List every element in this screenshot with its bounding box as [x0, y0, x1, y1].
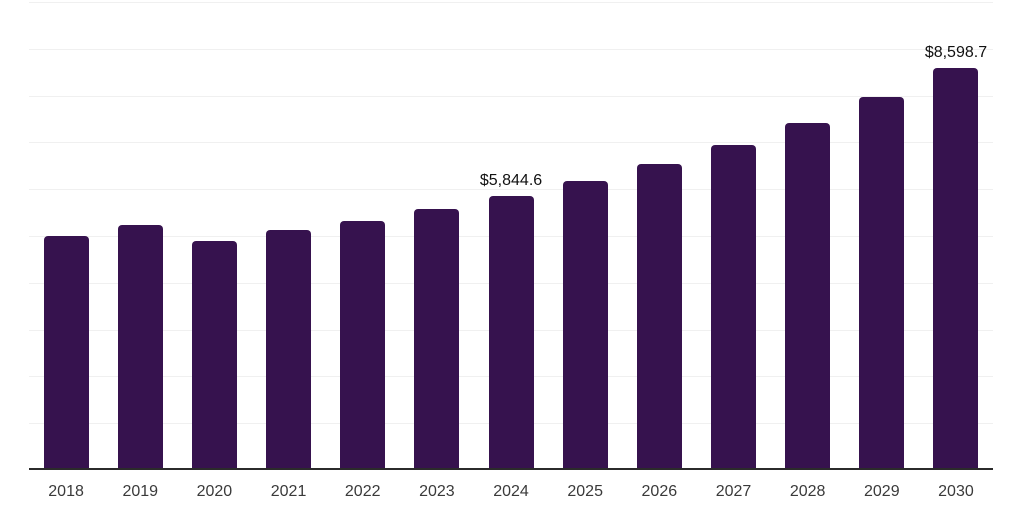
x-axis-line — [29, 468, 993, 470]
x-tick-label-2027: 2027 — [715, 483, 752, 500]
bar-slot-2020 — [177, 2, 251, 470]
bars-row: $5,844.6 $8,598.7 — [29, 2, 993, 470]
x-tick-label-2021: 2021 — [270, 483, 307, 500]
gridline — [29, 2, 993, 3]
bar-2029 — [859, 97, 905, 470]
x-tick-label-2019: 2019 — [122, 483, 159, 500]
bar-slot-2021 — [251, 2, 325, 470]
bar-2025 — [562, 181, 608, 470]
bar-slot-2026 — [622, 2, 696, 470]
bar-slot-2027 — [696, 2, 770, 470]
x-tick-label-2026: 2026 — [641, 483, 678, 500]
bar-slot-2018 — [29, 2, 103, 470]
bar-slot-2019 — [103, 2, 177, 470]
bar-2022 — [340, 221, 386, 470]
bar-2026 — [636, 164, 682, 470]
bar-2019 — [117, 225, 163, 470]
bar-2030 — [933, 67, 979, 470]
gridline — [29, 142, 993, 144]
x-tick-label-2030: 2030 — [938, 483, 974, 500]
x-tick-label-2023: 2023 — [419, 483, 455, 500]
bar-slot-2029 — [845, 2, 919, 470]
bar-2018 — [43, 236, 89, 470]
x-tick-label-2018: 2018 — [48, 483, 84, 500]
bar-2021 — [266, 230, 312, 470]
bar-2027 — [710, 145, 756, 470]
bar-slot-2024: $5,844.6 — [474, 2, 548, 470]
bar-2024 — [488, 196, 534, 470]
bar-slot-2022 — [326, 2, 400, 470]
gridline — [29, 48, 993, 50]
bar-slot-2023 — [400, 2, 474, 470]
plot-area: $5,844.6 $8,598.7 — [29, 2, 993, 470]
gridline — [29, 189, 993, 191]
bar-value-label-2030: $8,598.7 — [924, 43, 988, 61]
x-tick-label-2025: 2025 — [567, 483, 603, 500]
bar-value-label-2024: $5,844.6 — [479, 172, 543, 190]
x-tick-label-2024: 2024 — [493, 483, 529, 500]
bar-2028 — [785, 123, 831, 470]
x-tick-label-2020: 2020 — [196, 483, 233, 500]
bar-2023 — [414, 209, 460, 470]
gridline — [29, 95, 993, 97]
x-tick-label-2029: 2029 — [864, 483, 900, 500]
x-tick-label-2022: 2022 — [344, 483, 381, 500]
bar-slot-2030: $8,598.7 — [919, 2, 993, 470]
x-axis-labels: 2018 2019 2020 2021 2022 2023 2024 2025 2026 2027… — [29, 474, 993, 501]
bar-slot-2025 — [548, 2, 622, 470]
x-tick-label-2028: 2028 — [789, 483, 826, 500]
bar-2020 — [191, 241, 237, 470]
bar-slot-2028 — [771, 2, 845, 470]
